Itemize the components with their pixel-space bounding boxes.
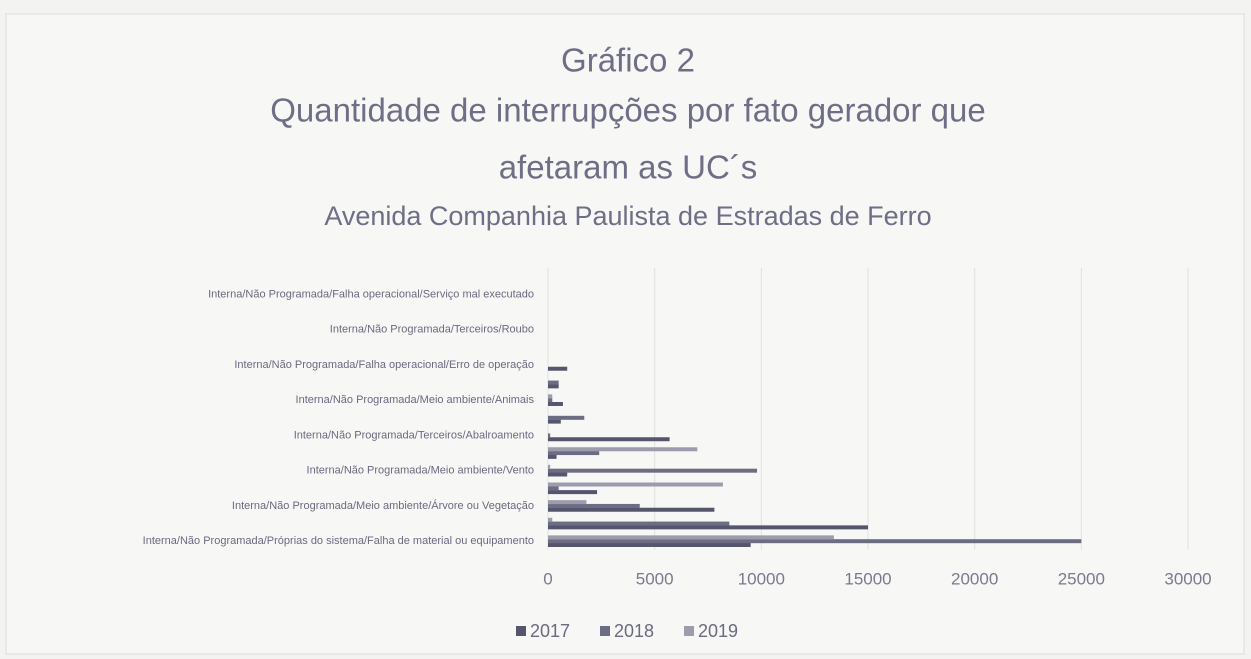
bar — [548, 486, 559, 491]
bar — [548, 472, 568, 477]
y-tick-label: Interna/Não Programada/Falha operacional… — [234, 359, 534, 371]
chart-title: Gráfico 2 — [561, 42, 695, 79]
y-tick-label: Interna/Não Programada/Terceiros/Abalroa… — [294, 429, 534, 441]
bar — [548, 398, 553, 403]
bar — [548, 451, 600, 456]
bar — [548, 464, 551, 469]
bar — [548, 539, 1082, 544]
x-tick-label: 20000 — [951, 569, 998, 588]
bar — [548, 366, 568, 371]
chart-subtitle: Avenida Companhia Paulista de Estradas d… — [324, 201, 931, 231]
bar — [548, 447, 698, 452]
legend-swatch — [516, 626, 526, 636]
bar — [548, 535, 834, 540]
bar — [548, 490, 598, 495]
bar — [548, 507, 715, 512]
y-tick-label: Interna/Não Programada/Próprias do siste… — [143, 535, 534, 547]
chart-frame — [5, 13, 1245, 655]
bar — [548, 380, 559, 385]
chart-title: afetaram as UC´s — [499, 149, 758, 186]
x-tick-label: 10000 — [738, 569, 785, 588]
bar — [548, 394, 553, 399]
y-tick-label: Interna/Não Programada/Terceiros/Roubo — [330, 324, 534, 336]
bar — [548, 503, 640, 508]
chart-title: Quantidade de interrupções por fato gera… — [270, 92, 986, 129]
bar — [548, 415, 585, 420]
legend-swatch — [684, 626, 694, 636]
legend-swatch — [600, 626, 610, 636]
bar — [548, 517, 553, 522]
bar — [548, 401, 563, 406]
y-tick-label: Interna/Não Programada/Meio ambiente/Ven… — [307, 465, 534, 477]
bar — [548, 542, 751, 547]
x-tick-label: 5000 — [636, 569, 674, 588]
legend-label: 2018 — [614, 621, 654, 641]
bar — [548, 454, 557, 459]
bar — [548, 419, 561, 424]
bar — [548, 433, 551, 438]
bar — [548, 500, 587, 505]
y-tick-label: Interna/Não Programada/Meio ambiente/Árv… — [232, 499, 534, 512]
y-tick-label: Interna/Não Programada/Meio ambiente/Ani… — [296, 394, 535, 406]
bar — [548, 468, 758, 473]
bar — [548, 525, 868, 530]
x-tick-label: 25000 — [1058, 569, 1105, 588]
bar — [548, 437, 670, 442]
legend-label: 2017 — [530, 621, 570, 641]
legend-label: 2019 — [698, 621, 738, 641]
bar — [548, 482, 723, 487]
x-tick-label: 30000 — [1164, 569, 1211, 588]
bar — [548, 384, 559, 389]
x-tick-label: 0 — [543, 569, 552, 588]
x-tick-label: 15000 — [844, 569, 891, 588]
bar — [548, 521, 730, 526]
y-tick-label: Interna/Não Programada/Falha operacional… — [208, 288, 534, 300]
